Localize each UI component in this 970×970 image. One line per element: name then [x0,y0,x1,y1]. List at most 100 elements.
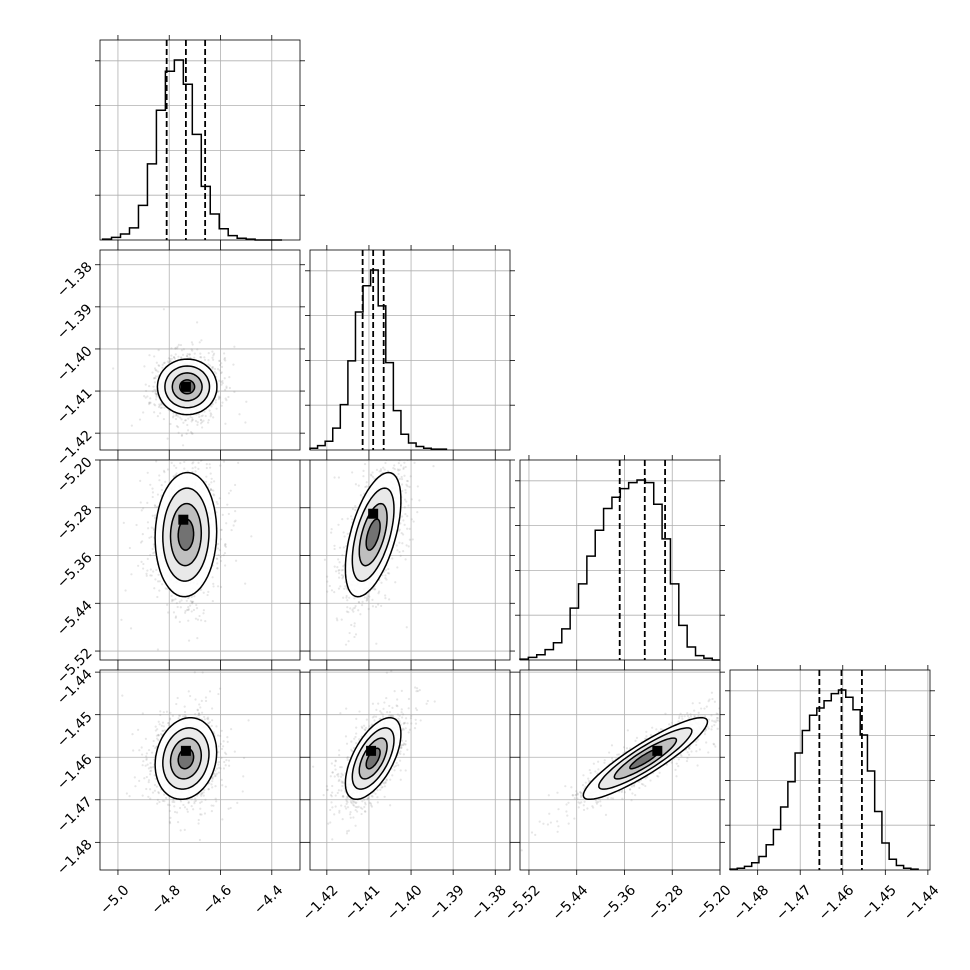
sample-point [169,822,172,825]
sample-point [357,600,360,604]
sample-point [188,353,191,356]
sample-point [156,737,159,740]
sample-point [371,475,375,479]
sample-point [153,355,156,358]
sample-point [202,612,205,615]
sample-point [167,357,171,360]
sample-point [156,580,160,583]
sample-point [163,406,166,409]
sample-point [336,565,339,569]
sample-point [174,353,177,356]
sample-point [154,392,157,396]
sample-point [185,599,188,602]
sample-point [404,558,407,561]
sample-point [223,760,226,764]
sample-point [337,558,340,561]
sample-point [203,715,206,719]
sample-point [148,536,151,539]
sample-point [362,469,365,472]
sample-point [173,800,176,804]
sample-point [169,422,172,426]
sample-point [154,516,157,519]
sample-point [152,570,155,573]
sample-point [343,587,346,590]
sample-point [178,456,180,458]
sample-point [148,403,151,406]
sample-point [187,596,190,599]
sample-point [165,710,169,713]
sample-point [140,509,143,512]
sample-point [128,546,131,550]
sample-point [399,464,403,467]
sample-point [136,728,140,731]
sample-point [211,599,214,603]
sample-point [336,619,339,622]
sample-point [207,590,210,593]
sample-point [210,481,213,484]
sample-point [224,543,227,546]
sample-point [398,528,401,531]
sample-point [182,348,185,351]
sample-point [120,618,123,621]
sample-point [218,549,221,552]
sample-point [153,504,156,507]
sample-point [160,406,163,409]
sample-point [207,359,210,362]
sample-point [146,471,149,474]
sample-point [211,367,214,370]
sample-point [402,467,405,471]
sample-point [175,472,178,475]
sample-point [164,587,167,590]
sample-point [157,738,160,742]
sample-point [221,513,224,516]
sample-point [184,611,187,614]
sample-point [398,541,401,544]
sample-point [338,546,342,549]
sample-point [158,800,161,804]
sample-point [170,347,173,350]
contour-line [162,487,210,582]
sample-point [152,385,155,388]
sample-point [244,421,247,424]
sample-point [155,361,158,364]
sample-point [219,742,222,746]
sample-point [410,498,413,501]
sample-point [192,461,195,464]
sample-point [156,493,160,496]
contour-line [351,487,395,582]
sample-point [347,640,350,643]
sample-point [157,573,160,576]
sample-point [149,568,152,571]
sample-point [157,370,160,373]
sample-point [212,352,216,355]
sample-point [203,358,207,361]
sample-point [200,356,203,359]
sample-point [180,349,184,352]
sample-point [175,414,178,417]
sample-point [370,474,373,477]
sample-point [365,481,368,484]
sample-point [172,798,175,802]
sample-point [345,596,348,599]
sample-point [163,729,167,732]
sample-point [176,345,179,348]
sample-point [155,395,158,398]
sample-point [342,596,345,599]
sample-point [185,355,189,358]
sample-point [213,494,216,497]
sample-point [377,603,380,606]
sample-point [358,601,361,604]
sample-point [224,388,227,391]
sample-point [237,461,240,464]
sample-point [156,505,159,508]
sample-point [185,608,189,611]
sample-point [224,397,227,400]
sample-point [388,598,391,601]
sample-point [172,475,175,478]
sample-point [208,463,211,466]
panel-bg [100,40,300,240]
sample-point [234,510,237,513]
sample-point [148,401,151,404]
sample-point [393,464,396,467]
sample-point [152,552,155,555]
